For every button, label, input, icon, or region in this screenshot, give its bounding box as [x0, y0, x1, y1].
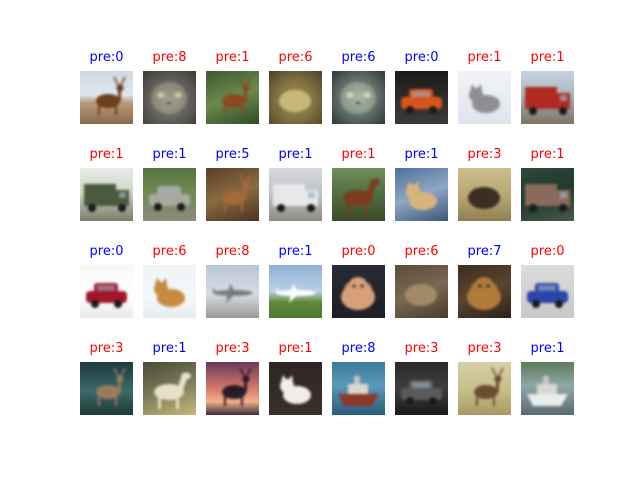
silver-car-on-road-image [143, 168, 196, 221]
brown-dog-image [458, 265, 511, 318]
grid-cell: pre:1 [332, 145, 385, 221]
grid-cell: pre:1 [143, 339, 196, 415]
grid-cell: pre:0 [395, 48, 448, 124]
prediction-label: pre:7 [467, 244, 502, 259]
prediction-label: pre:0 [530, 244, 565, 259]
prediction-label: pre:1 [89, 147, 124, 162]
white-cat-dark-image [269, 362, 322, 415]
prediction-label: pre:1 [152, 147, 187, 162]
airliner-landing-image [269, 265, 322, 318]
deer-in-dark-forest-image [80, 362, 133, 415]
grid-cell: pre:1 [143, 145, 196, 221]
prediction-label: pre:3 [215, 341, 250, 356]
prediction-label: pre:1 [278, 244, 313, 259]
prediction-label: pre:1 [530, 341, 565, 356]
prediction-label: pre:3 [404, 341, 439, 356]
horse-head-image [143, 362, 196, 415]
grid-cell: pre:6 [395, 242, 448, 318]
deer-in-grass-image [206, 71, 259, 124]
frog-closeup-image [269, 71, 322, 124]
grid-cell: pre:1 [269, 145, 322, 221]
prediction-label: pre:8 [152, 50, 187, 65]
grid-cell: pre:3 [458, 145, 511, 221]
prediction-label: pre:1 [341, 147, 376, 162]
prediction-label: pre:8 [215, 244, 250, 259]
red-suv-image [80, 265, 133, 318]
prediction-label: pre:3 [467, 341, 502, 356]
prediction-label: pre:5 [215, 147, 250, 162]
prediction-label: pre:0 [404, 50, 439, 65]
prediction-label: pre:0 [89, 244, 124, 259]
green-truck-with-person-image [80, 168, 133, 221]
airplane-on-runway-image [206, 265, 259, 318]
grid-cell: pre:7 [458, 242, 511, 318]
grid-cell: pre:1 [395, 145, 448, 221]
boat-on-water-image [521, 362, 574, 415]
blue-race-car-image [521, 265, 574, 318]
prediction-label: pre:6 [278, 50, 313, 65]
grid-cell: pre:1 [269, 339, 322, 415]
orange-cat-image [143, 265, 196, 318]
grid-cell: pre:6 [143, 242, 196, 318]
grid-cell: pre:5 [206, 145, 259, 221]
red-fire-truck-image [521, 71, 574, 124]
grid-cell: pre:3 [206, 339, 259, 415]
grid-cell: pre:1 [521, 145, 574, 221]
grid-cell: pre:0 [80, 48, 133, 124]
prediction-label: pre:6 [341, 50, 376, 65]
gray-cat-closeup-image [143, 71, 196, 124]
grid-cell: pre:6 [332, 48, 385, 124]
prediction-label: pre:8 [341, 341, 376, 356]
cat-behind-glass-image [395, 168, 448, 221]
prediction-label: pre:0 [341, 244, 376, 259]
deer-at-sunset-image [206, 362, 259, 415]
fluffy-dog-image [332, 265, 385, 318]
crashed-truck-image [521, 168, 574, 221]
prediction-label: pre:1 [404, 147, 439, 162]
grid-cell: pre:6 [269, 48, 322, 124]
grid-cell: pre:1 [521, 48, 574, 124]
prediction-label: pre:3 [89, 341, 124, 356]
prediction-label: pre:6 [152, 244, 187, 259]
deer-antlers-image [206, 168, 259, 221]
grid-cell: pre:1 [206, 48, 259, 124]
grid-cell: pre:0 [521, 242, 574, 318]
prediction-label: pre:3 [467, 147, 502, 162]
deer-on-field-image [80, 71, 133, 124]
grid-cell: pre:0 [80, 242, 133, 318]
orange-car-image [395, 71, 448, 124]
deer-on-grass-image [458, 362, 511, 415]
grid-cell: pre:1 [80, 145, 133, 221]
grid-cell: pre:8 [143, 48, 196, 124]
gray-cat-on-snow-image [458, 71, 511, 124]
animal-in-brush-image [395, 265, 448, 318]
prediction-label: pre:0 [89, 50, 124, 65]
grid-cell: pre:3 [80, 339, 133, 415]
grid-cell: pre:1 [521, 339, 574, 415]
grid-cell: pre:3 [458, 339, 511, 415]
prediction-label: pre:1 [278, 341, 313, 356]
grid-cell: pre:3 [395, 339, 448, 415]
grid-cell: pre:1 [458, 48, 511, 124]
grid-cell: pre:8 [206, 242, 259, 318]
white-semi-truck-image [269, 168, 322, 221]
prediction-label: pre:1 [530, 147, 565, 162]
grid-cell: pre:1 [269, 242, 322, 318]
grid-cell: pre:8 [332, 339, 385, 415]
prediction-label: pre:1 [530, 50, 565, 65]
prediction-label: pre:1 [467, 50, 502, 65]
brown-horse-image [332, 168, 385, 221]
prediction-label: pre:1 [152, 341, 187, 356]
prediction-label: pre:1 [278, 147, 313, 162]
prediction-grid: pre:0 pre:8 pre:1 pre:6 pre:6 pre:0 pre:1 pre:1… [80, 48, 577, 415]
grid-cell: pre:0 [332, 242, 385, 318]
prediction-label: pre:6 [404, 244, 439, 259]
dark-car-image [395, 362, 448, 415]
cat-face-closeup-image [332, 71, 385, 124]
bird-on-ground-image [458, 168, 511, 221]
prediction-label: pre:1 [215, 50, 250, 65]
ship-on-water-image [332, 362, 385, 415]
